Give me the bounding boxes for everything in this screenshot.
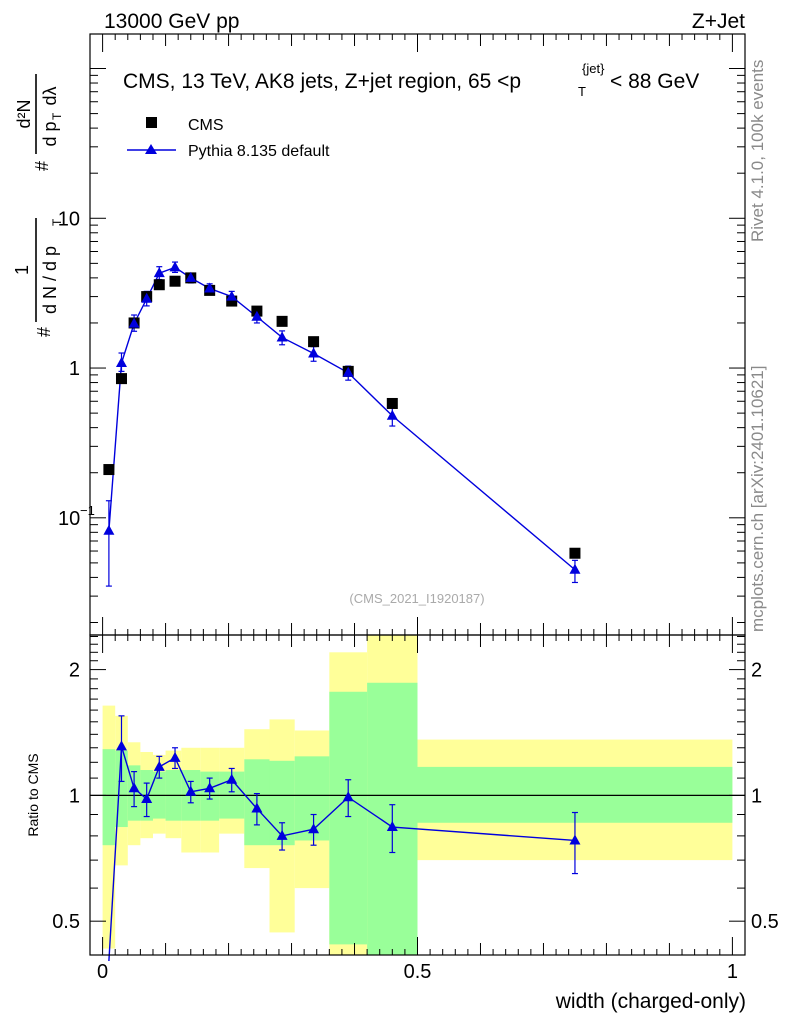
ratio-y-axis-label: Ratio to CMS — [25, 753, 41, 836]
main-ytick-label-1: 1 — [69, 358, 80, 380]
mc-point-12 — [342, 366, 354, 377]
mc-point-9 — [251, 310, 263, 321]
main-y-axis-label: 1 d N / d p T # d²N d p T dλ # — [12, 74, 64, 337]
mc-point-1 — [115, 357, 127, 368]
mc-point-10 — [276, 331, 288, 342]
ylabel-frac2-den: d p — [40, 121, 60, 146]
cms-point-8 — [226, 295, 238, 307]
ylabel-frac1-den-sub: T — [50, 218, 64, 226]
ratio-point-14 — [569, 834, 581, 845]
ratio-point-12 — [342, 791, 354, 802]
ratio-point-3 — [141, 793, 153, 804]
ratio-point-2 — [128, 782, 140, 793]
ylabel-hash-2: # — [32, 161, 52, 171]
chart-title: CMS, 13 TeV, AK8 jets, Z+jet region, 65 … — [123, 61, 699, 99]
ylabel-hash-1: # — [34, 327, 54, 337]
legend-marker-pythia — [145, 144, 157, 154]
cms-point-5 — [169, 275, 181, 287]
cms-point-1 — [115, 373, 127, 385]
rivet-version-label: Rivet 4.1.0, 100k events — [748, 59, 767, 242]
chart-title-sup: {jet} — [582, 61, 605, 76]
ratio-ytick-label-left-1: 1 — [69, 785, 80, 807]
mc-point-4 — [153, 267, 165, 278]
main-ytick-label-exp-0: −1 — [80, 503, 95, 518]
cms-point-4 — [153, 279, 165, 291]
ratio-point-1 — [115, 740, 127, 751]
cms-point-10 — [276, 315, 288, 327]
mc-point-2 — [128, 317, 140, 328]
chart-title-tail: < 88 GeV — [610, 70, 699, 93]
process-label: Z+Jet — [692, 10, 745, 33]
ratio-marks — [90, 715, 745, 962]
legend-marker-cms — [146, 117, 157, 128]
main-ytick-label-0: 10 — [58, 508, 80, 530]
band-inner-0 — [102, 749, 116, 846]
mc-point-13 — [386, 409, 398, 420]
ratio-ytick-label-left-2: 2 — [69, 660, 80, 682]
energy-label: 13000 GeV pp — [104, 10, 239, 33]
mc-point-8 — [226, 290, 238, 301]
main-marks — [103, 261, 581, 587]
legend-label-pythia: Pythia 8.135 default — [188, 143, 330, 160]
ratio-point-8 — [226, 773, 238, 784]
mc-point-0 — [103, 524, 115, 535]
mc-point-14 — [569, 563, 581, 574]
ylabel-frac2-den-tail: dλ — [40, 86, 60, 105]
x-tick-label-0: 0 — [97, 961, 108, 983]
ylabel-frac2-den-sub: T — [50, 112, 64, 120]
ratio-point-4 — [153, 760, 165, 771]
ratio-point-7 — [204, 782, 216, 793]
cms-point-11 — [308, 336, 320, 348]
ratio-ytick-label-right-1: 1 — [751, 785, 762, 807]
ratio-ytick-label-right-0: 0.5 — [751, 911, 779, 933]
ratio-point-10 — [276, 829, 288, 840]
ratio-point-6 — [185, 785, 197, 796]
main-ytick-label-2: 10 — [58, 208, 80, 230]
x-tick-label-2: 1 — [727, 961, 738, 983]
chart-title-sub: T — [578, 84, 586, 99]
main-plot-area — [90, 34, 745, 635]
cms-point-13 — [386, 397, 398, 409]
x-tick-label-1: 0.5 — [404, 961, 432, 983]
ratio-ytick-label-left-0: 0.5 — [52, 911, 80, 933]
ylabel-frac1-den: d N / d p — [40, 246, 60, 314]
ratio-ytick-label-right-2: 2 — [751, 660, 762, 682]
chart-title-main: CMS, 13 TeV, AK8 jets, Z+jet region, 65 … — [123, 70, 521, 93]
legend-label-cms: CMS — [188, 117, 224, 134]
cms-point-0 — [103, 464, 115, 476]
source-label: mcplots.cern.ch [arXiv:2401.10621] — [748, 365, 767, 632]
ratio-point-9 — [251, 802, 263, 813]
mc-point-3 — [141, 292, 153, 303]
ylabel-frac1-num: 1 — [12, 265, 32, 275]
ratio-point-11 — [308, 823, 320, 834]
legend: CMS Pythia 8.135 default — [127, 117, 330, 160]
analysis-id-label: (CMS_2021_I1920187) — [349, 591, 484, 606]
ylabel-frac2-num: d²N — [14, 99, 34, 128]
mc-point-6 — [185, 271, 197, 282]
cms-point-14 — [569, 547, 581, 559]
x-axis-label: width (charged-only) — [555, 990, 746, 1013]
mc-point-11 — [308, 347, 320, 358]
band-inner-12 — [329, 691, 368, 945]
ratio-point-13 — [386, 821, 398, 832]
mc-point-5 — [169, 261, 181, 272]
ratio-point-5 — [169, 751, 181, 762]
mc-point-7 — [204, 282, 216, 293]
